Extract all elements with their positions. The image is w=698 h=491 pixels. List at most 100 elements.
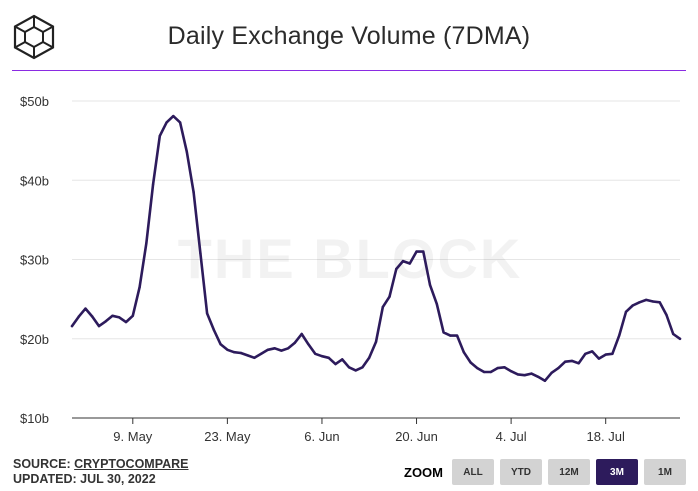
data-point: [469, 361, 472, 364]
zoom-3m-button[interactable]: 3M: [596, 459, 638, 485]
zoom-1m-button[interactable]: 1M: [644, 459, 686, 485]
data-point: [503, 366, 506, 369]
data-point: [516, 373, 520, 376]
data-point: [260, 352, 263, 355]
data-point: [422, 250, 425, 253]
data-point: [408, 262, 411, 265]
x-axis-ticks: 9. May 23. May 6. Jun 20. Jun 4. Jul 18. Jul: [113, 418, 625, 444]
data-point: [381, 305, 384, 309]
zoom-label: ZOOM: [404, 464, 443, 480]
data-point: [212, 328, 216, 332]
data-point: [435, 302, 438, 306]
data-point: [84, 307, 87, 310]
data-point: [523, 374, 526, 377]
data-point: [219, 343, 222, 346]
data-point: [131, 314, 134, 317]
data-point: [530, 372, 533, 375]
data-point: [442, 331, 445, 334]
data-point: [624, 310, 628, 313]
data-point: [651, 300, 655, 303]
chart-title: Daily Exchange Volume (7DMA): [167, 22, 531, 50]
data-point: [334, 362, 337, 366]
x-tick-label: 20. Jun: [395, 429, 438, 444]
data-point: [104, 320, 108, 323]
data-point: [293, 341, 297, 344]
data-point: [314, 352, 317, 355]
source-label: SOURCE:: [13, 457, 71, 471]
data-point: [354, 369, 357, 372]
data-point: [341, 358, 344, 361]
zoom-all-button[interactable]: ALL: [452, 459, 494, 485]
data-point: [395, 267, 398, 271]
data-point: [536, 375, 540, 378]
data-point: [287, 347, 290, 350]
data-point: [638, 301, 641, 304]
zoom-12m-button[interactable]: 12M: [548, 459, 590, 485]
data-point: [678, 337, 682, 340]
data-point: [158, 134, 161, 138]
data-point: [232, 351, 236, 354]
data-point: [388, 295, 391, 298]
data-point: [70, 324, 74, 328]
data-point: [280, 349, 283, 352]
y-tick-label: $50b: [20, 94, 49, 109]
data-point: [374, 340, 378, 344]
data-point: [178, 121, 182, 124]
gridlines: [72, 100, 680, 340]
data-point: [496, 366, 499, 370]
data-point: [672, 332, 675, 336]
data-point: [320, 355, 324, 358]
data-point: [482, 370, 486, 374]
x-tick-label: 4. Jul: [496, 429, 527, 444]
y-tick-label: $10b: [20, 411, 49, 426]
data-point: [368, 356, 371, 359]
watermark: THE BLOCK: [178, 227, 523, 290]
data-point: [124, 320, 128, 324]
y-tick-label: $40b: [20, 173, 49, 188]
data-point: [145, 242, 148, 245]
data-point: [658, 301, 661, 304]
x-tick-label: 6. Jun: [304, 429, 339, 444]
source-link[interactable]: CRYPTOCOMPARE: [74, 457, 189, 471]
data-point: [543, 379, 547, 382]
data-point: [489, 370, 492, 374]
data-point: [509, 370, 513, 373]
data-point: [604, 353, 607, 356]
data-point: [246, 354, 249, 357]
data-point: [138, 286, 141, 289]
data-point: [584, 352, 587, 355]
data-point: [165, 121, 168, 124]
data-point: [415, 250, 418, 253]
data-point: [347, 366, 351, 369]
data-point: [564, 360, 567, 363]
data-point: [591, 350, 594, 353]
data-point: [611, 352, 614, 355]
data-point: [361, 366, 364, 369]
source-info: SOURCE: CRYPTOCOMPARE UPDATED: JUL 30, 2…: [13, 457, 189, 487]
data-point: [327, 356, 330, 359]
data-point: [205, 312, 209, 315]
zoom-ytd-button[interactable]: YTD: [500, 459, 542, 485]
y-tick-label: $30b: [20, 253, 49, 268]
data-point: [401, 259, 405, 263]
updated-date: UPDATED: JUL 30, 2022: [13, 472, 156, 486]
data-point: [111, 314, 114, 317]
the-block-logo: [13, 14, 55, 60]
data-point: [253, 356, 256, 359]
data-point: [570, 359, 574, 363]
data-point: [226, 348, 229, 351]
x-tick-label: 18. Jul: [587, 429, 625, 444]
data-point: [462, 351, 465, 354]
x-tick-label: 23. May: [204, 429, 251, 444]
data-point: [428, 283, 432, 287]
data-point: [307, 343, 310, 346]
data-point: [273, 347, 276, 350]
data-point: [185, 150, 188, 153]
data-point: [97, 324, 101, 328]
data-points: [70, 114, 682, 382]
zoom-controls: ZOOM ALL YTD 12M 3M 1M: [404, 459, 692, 485]
data-point: [118, 316, 121, 319]
data-point: [631, 304, 634, 307]
y-tick-label: $20b: [20, 332, 49, 347]
